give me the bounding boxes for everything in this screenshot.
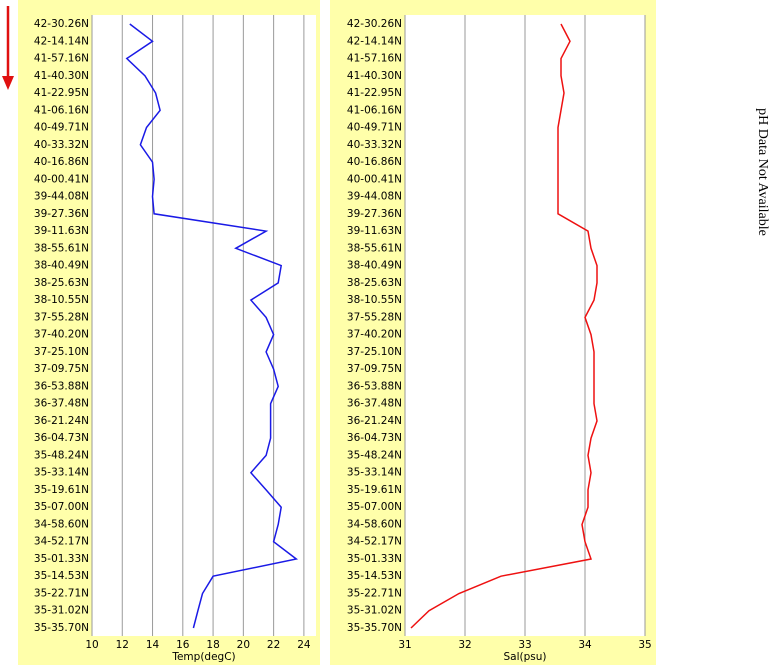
y-tick-label: 35-14.53N xyxy=(34,570,89,582)
y-tick-label: 34-52.17N xyxy=(347,536,402,548)
y-tick-label: 35-35.70N xyxy=(34,622,89,634)
x-tick-label: 31 xyxy=(398,639,411,651)
x-tick-label: 35 xyxy=(638,639,651,651)
y-tick-label: 41-57.16N xyxy=(34,53,89,65)
x-axis-label: Sal(psu) xyxy=(504,651,547,663)
y-tick-label: 38-55.61N xyxy=(347,242,402,254)
y-tick-label: 42-30.26N xyxy=(347,18,402,30)
y-tick-label: 38-25.63N xyxy=(34,277,89,289)
y-tick-label: 40-16.86N xyxy=(34,156,89,168)
y-tick-label: 41-40.30N xyxy=(34,70,89,82)
y-tick-label: 35-19.61N xyxy=(34,484,89,496)
y-tick-label: 35-22.71N xyxy=(34,587,89,599)
y-tick-label: 39-44.08N xyxy=(34,191,89,203)
y-tick-label: 41-06.16N xyxy=(34,104,89,116)
y-tick-label: 40-49.71N xyxy=(34,122,89,134)
y-tick-label: 41-40.30N xyxy=(347,70,402,82)
y-tick-label: 39-44.08N xyxy=(347,191,402,203)
x-axis-label: Temp(degC) xyxy=(171,651,235,663)
data-line xyxy=(410,23,598,629)
y-tick-label: 36-04.73N xyxy=(34,432,89,444)
x-tick-label: 12 xyxy=(116,639,129,651)
y-tick-label: 37-09.75N xyxy=(34,363,89,375)
y-tick-label: 34-58.60N xyxy=(347,518,402,530)
y-tick-label: 40-33.32N xyxy=(34,139,89,151)
y-tick-label: 41-22.95N xyxy=(347,87,402,99)
y-tick-label: 39-11.63N xyxy=(347,225,402,237)
y-tick-label: 35-35.70N xyxy=(347,622,402,634)
y-tick-label: 35-48.24N xyxy=(34,449,89,461)
x-tick-label: 16 xyxy=(176,639,190,651)
y-tick-label: 38-40.49N xyxy=(347,260,402,272)
y-tick-label: 37-55.28N xyxy=(347,311,402,323)
y-tick-label: 35-22.71N xyxy=(347,587,402,599)
y-tick-label: 35-33.14N xyxy=(347,467,402,479)
y-tick-label: 42-14.14N xyxy=(347,35,402,47)
x-tick-label: 24 xyxy=(297,639,311,651)
y-tick-label: 42-14.14N xyxy=(34,35,89,47)
x-tick-label: 20 xyxy=(237,639,250,651)
y-tick-label: 35-01.33N xyxy=(34,553,89,565)
y-tick-label: 36-37.48N xyxy=(347,398,402,410)
y-tick-label: 36-21.24N xyxy=(347,415,402,427)
y-tick-label: 36-21.24N xyxy=(34,415,89,427)
x-tick-label: 22 xyxy=(267,639,280,651)
y-tick-label: 35-33.14N xyxy=(34,467,89,479)
y-tick-label: 35-01.33N xyxy=(347,553,402,565)
y-tick-label: 35-48.24N xyxy=(347,449,402,461)
y-tick-label: 38-10.55N xyxy=(34,294,89,306)
x-tick-label: 14 xyxy=(146,639,160,651)
y-tick-label: 36-04.73N xyxy=(347,432,402,444)
y-tick-label: 41-06.16N xyxy=(347,104,402,116)
y-tick-label: 37-25.10N xyxy=(347,346,402,358)
x-tick-label: 18 xyxy=(206,639,219,651)
y-tick-label: 37-55.28N xyxy=(34,311,89,323)
x-tick-label: 32 xyxy=(458,639,471,651)
y-tick-label: 40-33.32N xyxy=(347,139,402,151)
y-tick-label: 38-10.55N xyxy=(347,294,402,306)
y-tick-label: 34-58.60N xyxy=(34,518,89,530)
y-tick-label: 35-07.00N xyxy=(347,501,402,513)
x-tick-label: 10 xyxy=(85,639,98,651)
y-tick-label: 35-19.61N xyxy=(347,484,402,496)
y-tick-label: 34-52.17N xyxy=(34,536,89,548)
y-tick-label: 42-30.26N xyxy=(34,18,89,30)
x-tick-label: 33 xyxy=(518,639,531,651)
y-tick-label: 39-27.36N xyxy=(347,208,402,220)
y-tick-label: 38-25.63N xyxy=(347,277,402,289)
y-tick-label: 40-00.41N xyxy=(347,173,402,185)
direction-arrow xyxy=(2,6,14,90)
y-tick-label: 35-07.00N xyxy=(34,501,89,513)
y-tick-label: 35-14.53N xyxy=(347,570,402,582)
y-tick-label: 39-11.63N xyxy=(34,225,89,237)
y-tick-label: 35-31.02N xyxy=(34,605,89,617)
y-tick-label: 35-31.02N xyxy=(347,605,402,617)
y-tick-label: 40-49.71N xyxy=(347,122,402,134)
y-tick-label: 41-57.16N xyxy=(347,53,402,65)
plot-area xyxy=(92,15,316,636)
y-tick-label: 38-40.49N xyxy=(34,260,89,272)
y-tick-label: 39-27.36N xyxy=(34,208,89,220)
y-tick-label: 40-00.41N xyxy=(34,173,89,185)
y-tick-label: 38-55.61N xyxy=(34,242,89,254)
y-tick-label: 37-40.20N xyxy=(34,329,89,341)
y-tick-label: 40-16.86N xyxy=(347,156,402,168)
y-tick-label: 41-22.95N xyxy=(34,87,89,99)
ph-note: pH Data Not Available xyxy=(755,108,770,236)
y-tick-label: 37-40.20N xyxy=(347,329,402,341)
y-tick-label: 36-37.48N xyxy=(34,398,89,410)
x-tick-label: 34 xyxy=(578,639,592,651)
y-tick-label: 36-53.88N xyxy=(34,380,89,392)
data-line xyxy=(125,23,299,629)
y-tick-label: 37-25.10N xyxy=(34,346,89,358)
y-tick-label: 36-53.88N xyxy=(347,380,402,392)
y-tick-label: 37-09.75N xyxy=(347,363,402,375)
